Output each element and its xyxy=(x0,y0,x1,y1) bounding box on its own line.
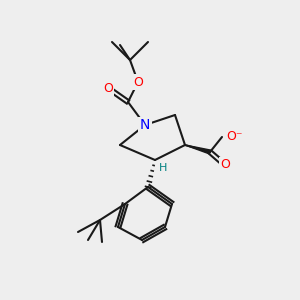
Text: O: O xyxy=(133,76,143,88)
Text: O: O xyxy=(220,158,230,172)
Text: O⁻: O⁻ xyxy=(226,130,242,143)
Text: O: O xyxy=(103,82,113,94)
Polygon shape xyxy=(185,145,211,154)
Text: H: H xyxy=(159,163,167,173)
Text: N: N xyxy=(140,118,150,132)
